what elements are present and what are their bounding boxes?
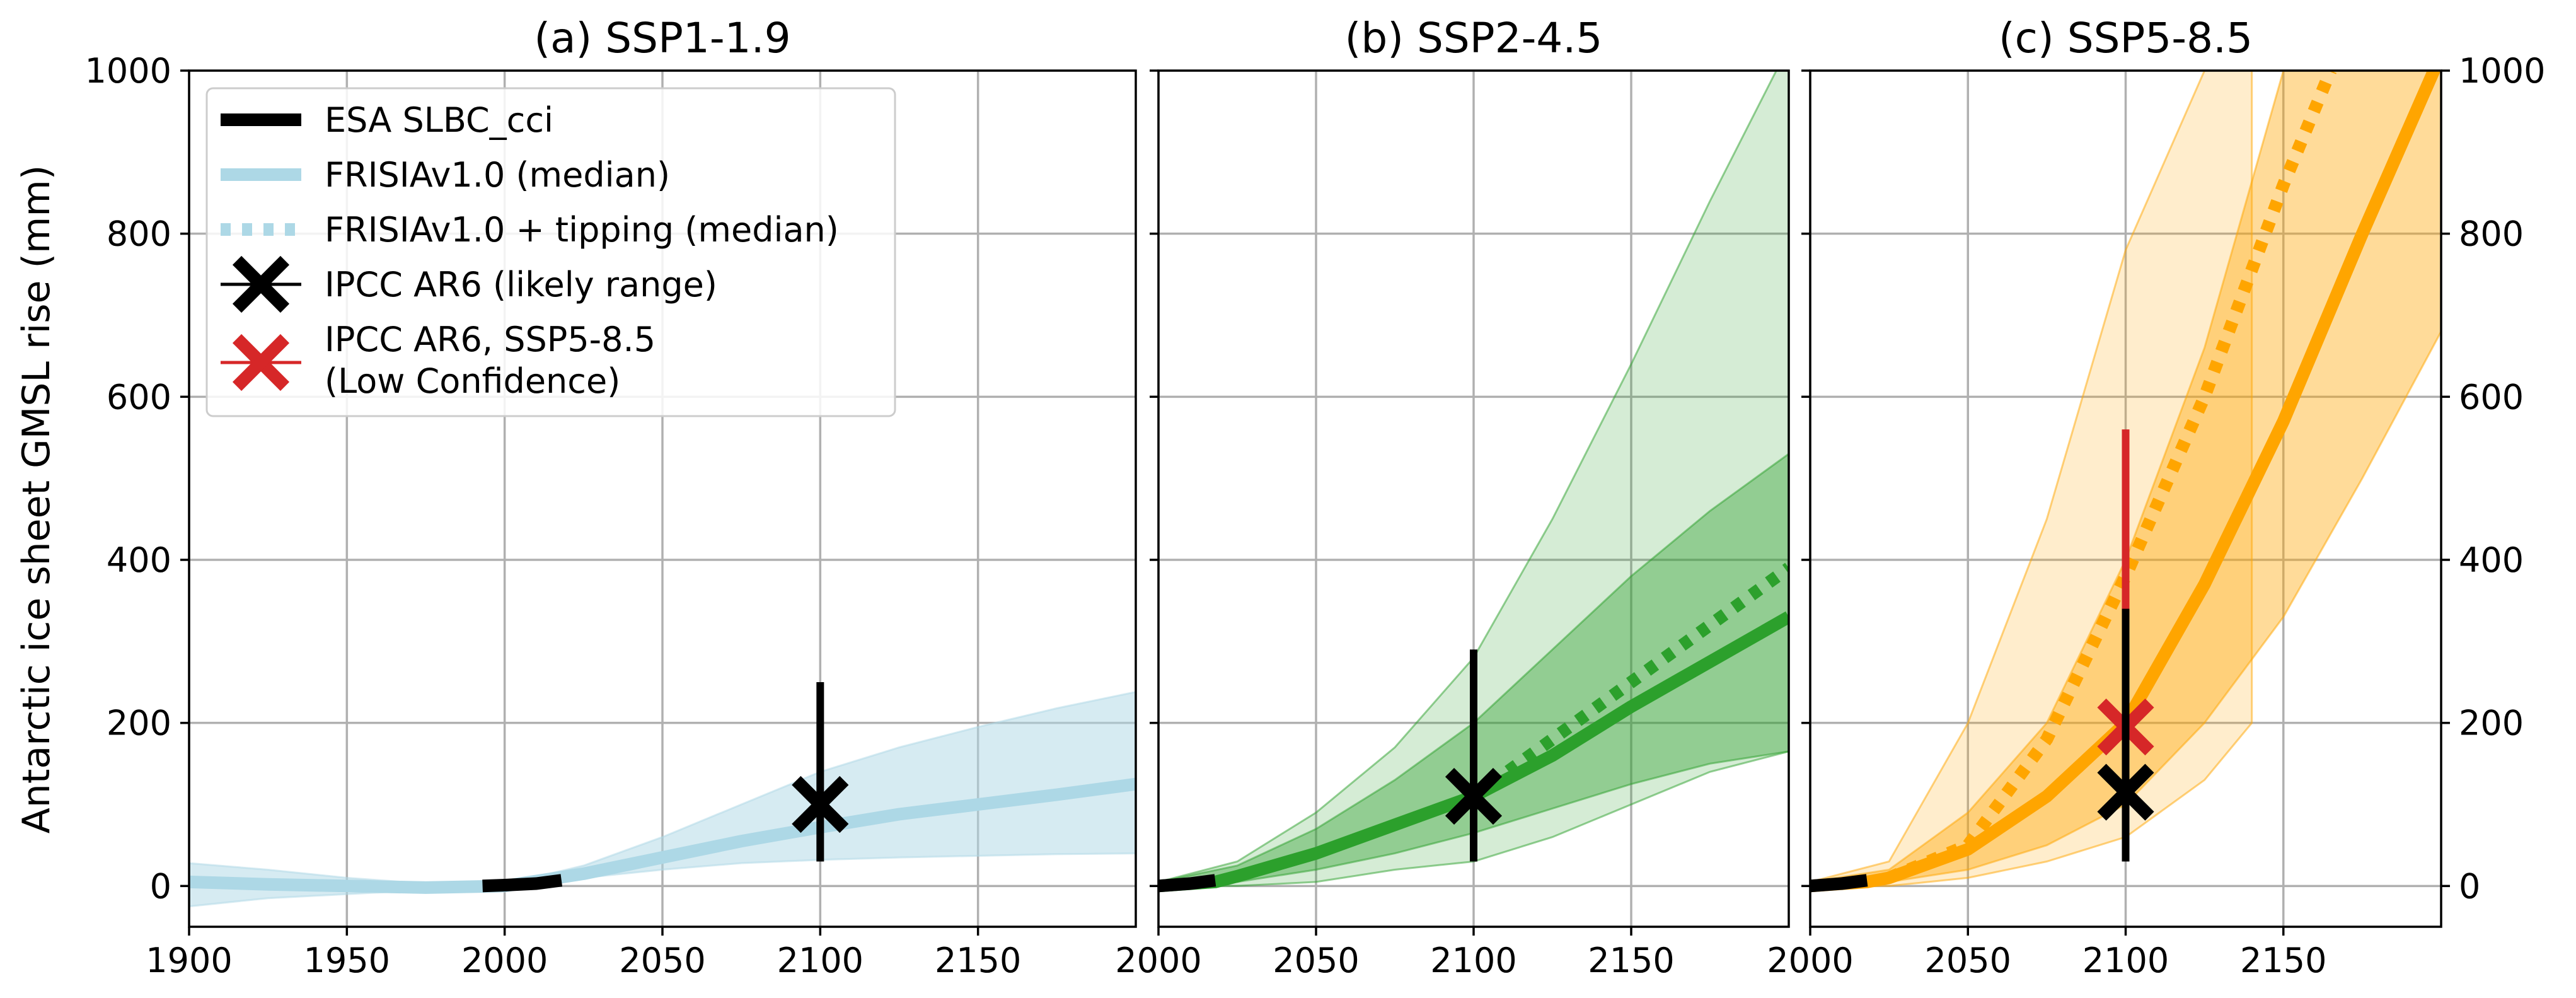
- x-tick-label: 2050: [1925, 941, 2011, 980]
- x-tick-label: 1950: [304, 941, 390, 980]
- panel-title: (b) SSP2-4.5: [1345, 14, 1603, 62]
- y-tick-label-right: 1000: [2459, 51, 2545, 91]
- x-tick-label: 2150: [2240, 941, 2326, 980]
- legend-item: IPCC AR6, SSP5-8.5(Low Confidence): [221, 320, 656, 401]
- legend-label: ESA SLBC_cci: [325, 100, 553, 140]
- panel-1: 1900 1950 2000 2050 2100 2150 0 200 400 600 800 100…: [85, 14, 1137, 980]
- legend-item: FRISIAv1.0 + tipping (median): [221, 210, 839, 250]
- x-tick-label: 1900: [146, 941, 232, 980]
- plot-area: [189, 682, 1136, 908]
- x-tick-label: 2150: [935, 941, 1021, 980]
- x-tick-label: 2100: [2082, 941, 2169, 980]
- panel-2: 2000 2050 2100 2150 (b) SSP2-4.5: [1115, 14, 1790, 980]
- x-tick-label: 2100: [777, 941, 863, 980]
- legend-item: ESA SLBC_cci: [221, 100, 553, 140]
- plot-area: [1810, 71, 2441, 893]
- y-tick-label-right: 800: [2459, 214, 2524, 254]
- ipcc-marker: [2097, 763, 2154, 821]
- y-tick-label: 400: [107, 540, 171, 580]
- x-tick-label: 2050: [1273, 941, 1359, 980]
- band-very-likely: [1810, 71, 2253, 887]
- ipcc-marker: [1445, 767, 1503, 825]
- x-tick-label: 2150: [1588, 941, 1674, 980]
- y-tick-label: 200: [107, 704, 171, 743]
- observation-line: [482, 874, 563, 893]
- y-tick-label: 1000: [85, 51, 171, 91]
- x-tick-label: 2000: [461, 941, 548, 980]
- band-likely: [1810, 71, 2441, 887]
- x-tick-label: 2000: [1115, 941, 1201, 980]
- y-tick-label-right: 0: [2459, 866, 2480, 906]
- tipping-median-line: [1886, 71, 2337, 884]
- y-tick-label: 800: [107, 214, 171, 254]
- x-tick-label: 2100: [1430, 941, 1516, 980]
- observation-line: [1810, 874, 1868, 893]
- x-tick-label: 2050: [619, 941, 705, 980]
- y-tick-label: 600: [107, 377, 171, 417]
- x-tick-label: 2000: [1767, 941, 1853, 980]
- y-tick-label-right: 400: [2459, 540, 2524, 580]
- legend-item: IPCC AR6 (likely range): [221, 255, 717, 313]
- ipcc-marker: [792, 775, 849, 833]
- legend: ESA SLBC_cci FRISIAv1.0 (median) FRISIAv1.…: [205, 87, 896, 417]
- legend-frame: [205, 87, 896, 417]
- panel-3: 2000 2050 2100 2150 0 200 400 600 800 1000 (c) SSP…: [1767, 14, 2545, 980]
- y-tick-label-right: 200: [2459, 704, 2524, 743]
- legend-swatch: [232, 334, 290, 392]
- panels-layer: 1900 1950 2000 2050 2100 21500200400600800100…: [85, 14, 2546, 980]
- legend-swatch: [232, 255, 290, 313]
- median-line: [1810, 71, 2441, 893]
- legend-label: IPCC AR6 (likely range): [325, 265, 717, 305]
- y-tick-label: 0: [150, 866, 171, 906]
- band-likely: [1158, 453, 1789, 887]
- panel-title: (c) SSP5-8.5: [1999, 14, 2253, 62]
- observation-line: [1158, 874, 1216, 893]
- legend-label: FRISIAv1.0 (median): [325, 155, 670, 195]
- y-axis-label: Antarctic ice sheet GMSL rise (mm): [14, 165, 59, 833]
- legend-label: FRISIAv1.0 + tipping (median): [325, 210, 839, 250]
- panel-title: (a) SSP1-1.9: [534, 14, 790, 62]
- median-line: [189, 777, 1136, 894]
- legend-label: IPCC AR6, SSP5-8.5: [325, 320, 656, 359]
- plot-area: [1158, 71, 1789, 893]
- y-tick-label-right: 600: [2459, 377, 2524, 417]
- legend-item: FRISIAv1.0 (median): [221, 155, 670, 195]
- tipping-median-line: [1470, 562, 1789, 802]
- legend-label: (Low Confidence): [325, 361, 620, 401]
- median-line: [1158, 611, 1789, 893]
